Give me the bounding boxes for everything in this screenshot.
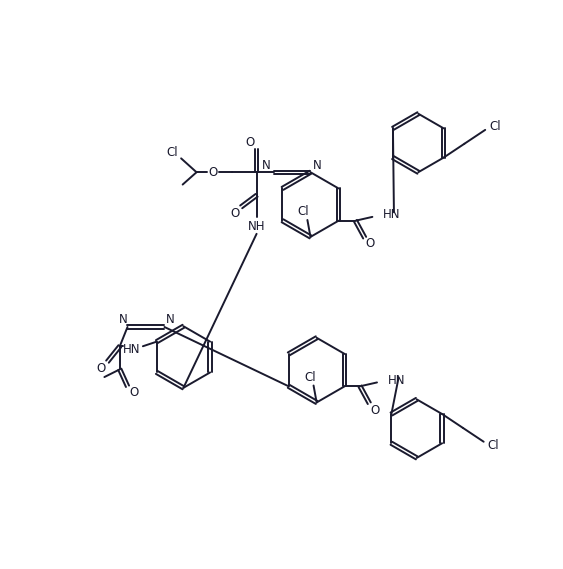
Text: N: N (262, 159, 271, 172)
Text: O: O (208, 166, 217, 179)
Text: Cl: Cl (166, 146, 178, 159)
Text: HN: HN (383, 208, 401, 221)
Text: O: O (370, 403, 379, 417)
Text: N: N (118, 313, 127, 326)
Text: Cl: Cl (489, 120, 501, 133)
Text: O: O (97, 362, 106, 375)
Text: Cl: Cl (297, 205, 309, 218)
Text: Cl: Cl (305, 370, 316, 384)
Text: HN: HN (123, 343, 141, 356)
Text: N: N (166, 313, 175, 326)
Text: HN: HN (388, 374, 405, 386)
Text: O: O (129, 386, 138, 399)
Text: O: O (365, 237, 375, 250)
Text: O: O (230, 207, 240, 220)
Text: O: O (245, 137, 254, 150)
Text: NH: NH (248, 220, 265, 233)
Text: Cl: Cl (488, 439, 499, 452)
Text: N: N (313, 159, 322, 172)
